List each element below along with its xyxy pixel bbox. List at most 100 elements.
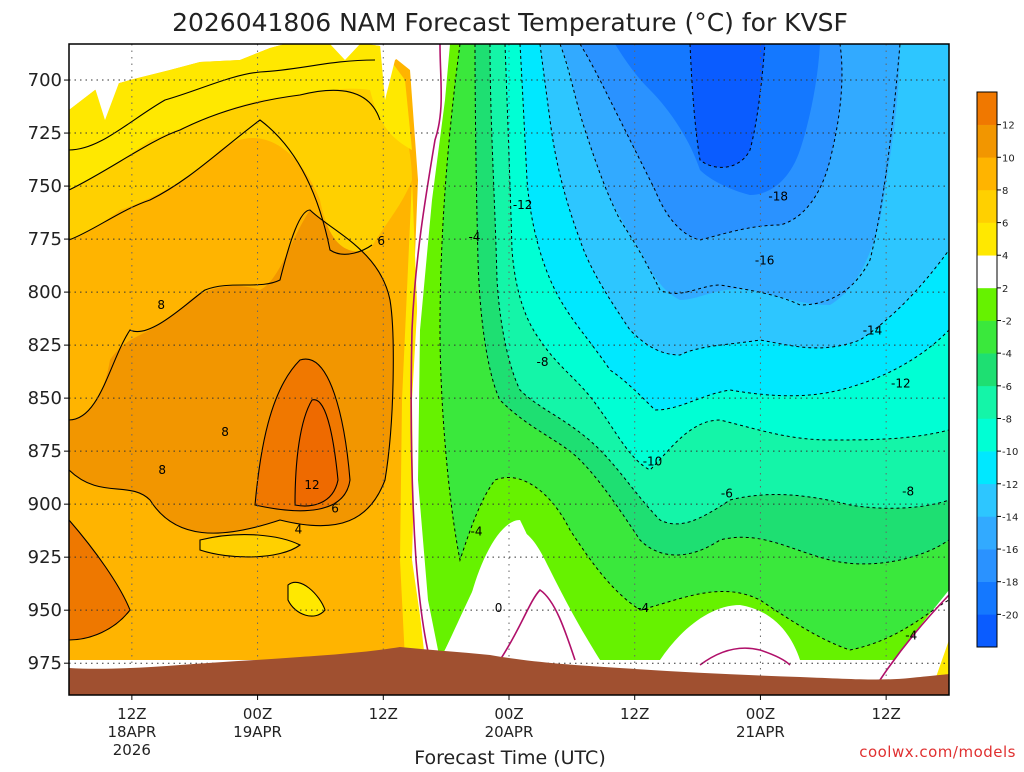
colorbar-swatch [977,385,997,419]
x-tick-label: 19APR [233,723,282,741]
colorbar-swatch [977,124,997,158]
contour-label: -6 [721,487,733,501]
colorbar-swatch [977,516,997,550]
colorbar-swatch [977,255,997,289]
colorbar-label: 4 [1002,251,1008,262]
contour-label: -8 [537,355,549,369]
colorbar-swatch [977,451,997,485]
x-tick-label: 12Z [369,705,398,723]
warm-pocket-yellow [288,582,325,617]
contour-label: -14 [863,323,883,337]
y-tick-label: 950 [28,600,62,621]
y-tick-label: 975 [28,653,62,674]
x-tick-label: 18APR [107,723,156,741]
near-zero-pocket-2 [660,605,800,660]
x-tick-label: 00Z [494,705,523,723]
contour-label: 4 [295,523,303,537]
contour-label: 8 [157,298,165,312]
warm-core-12 [295,399,338,506]
contour-label: -16 [755,253,775,267]
x-tick-label: 12Z [117,705,146,723]
white-top-left [69,44,175,120]
y-tick-label: 925 [28,547,62,568]
y-tick-label: 800 [28,282,62,303]
colorbar-swatch [977,418,997,452]
y-tick-label: 825 [28,335,62,356]
colorbar-label: -14 [1002,512,1018,523]
colorbar-swatch [977,320,997,354]
terrain-surface [69,647,949,695]
colorbar-label: 2 [1002,284,1008,295]
contour-label: 6 [377,234,385,248]
colorbar-swatch [977,614,997,648]
colorbar-swatch [977,287,997,321]
y-tick-label: 875 [28,441,62,462]
contour-label: 6 [331,501,339,515]
credit-text: coolwx.com/models [859,743,1016,761]
y-tick-label: 725 [28,123,62,144]
contour-label: 0 [495,601,503,615]
y-axis: 700 725 750 775 800 825 850 875 900 925 950 975 [28,70,69,674]
contour-label: -18 [768,190,788,204]
colorbar-label: 10 [1002,153,1015,164]
y-tick-label: 750 [28,176,62,197]
cold-contours [439,44,949,651]
colorbar-swatch [977,353,997,387]
contour-labels: 6 8 8 8 12 6 4 -4 -4 -12 -8 -10 -6 -4 0 -18 -16 -14 -12 -8 -… [157,190,917,643]
contour-label: -12 [891,376,911,390]
colorbar: -20 -18 -16 -14 -12 -10 -8 -6 -4 -2 2 4 6 8 10 12 [976,91,1018,648]
colorbar-label: -20 [1002,610,1018,621]
colorbar-frame [976,91,998,648]
white-top-mid [380,44,432,100]
y-tick-label: 775 [28,229,62,250]
colorbar-label: -18 [1002,578,1018,589]
contour-label: 8 [221,425,229,439]
contour-label: -4 [471,525,483,539]
x-tick-label: 00Z [243,705,272,723]
white-top-mid2 [330,44,360,60]
contour-label: -12 [513,198,533,212]
x-tick-label: 21APR [736,723,785,741]
contour-label: -4 [905,629,917,643]
colorbar-swatch [977,157,997,191]
contour-label: -8 [902,484,914,498]
warm-contours [69,59,394,641]
colorbar-label: 8 [1002,186,1008,197]
colorbar-label: -8 [1002,414,1012,425]
colorbar-swatch [977,549,997,583]
warm-lower-left-core [69,520,130,640]
colorbar-label: -2 [1002,317,1012,328]
colorbar-label: 6 [1002,219,1008,230]
contour-label: -4 [468,230,480,244]
colorbar-label: -12 [1002,480,1018,491]
contour-label: 12 [304,478,319,492]
colorbar-label: -6 [1002,382,1012,393]
colorbar-label: -4 [1002,349,1012,360]
colorbar-swatch [977,92,997,125]
colorbar-label: -10 [1002,447,1018,458]
x-tick-label: 12Z [871,705,900,723]
y-tick-label: 850 [28,388,62,409]
x-tick-label: 20APR [485,723,534,741]
colorbar-swatch [977,189,997,223]
colorbar-label: -16 [1002,545,1018,556]
x-tick-label: 12Z [620,705,649,723]
cold-core [690,44,765,168]
near-zero-pocket-1 [440,529,600,660]
colorbar-swatch [977,222,997,256]
freezing-line-contours [410,44,949,681]
contour-label: 8 [158,463,166,477]
y-tick-label: 900 [28,494,62,515]
x-tick-label: 2026 [113,741,151,759]
y-tick-label: 700 [28,70,62,91]
chart-title: 2026041806 NAM Forecast Temperature (°C)… [172,8,848,37]
warm-pocket-lower [200,534,300,557]
colorbar-swatch [977,581,997,615]
x-axis-label: Forecast Time (UTC) [414,747,605,768]
contour-label: -10 [643,455,663,469]
warm-band-2-4-top [69,44,412,190]
warm-pocket-right [935,640,949,680]
